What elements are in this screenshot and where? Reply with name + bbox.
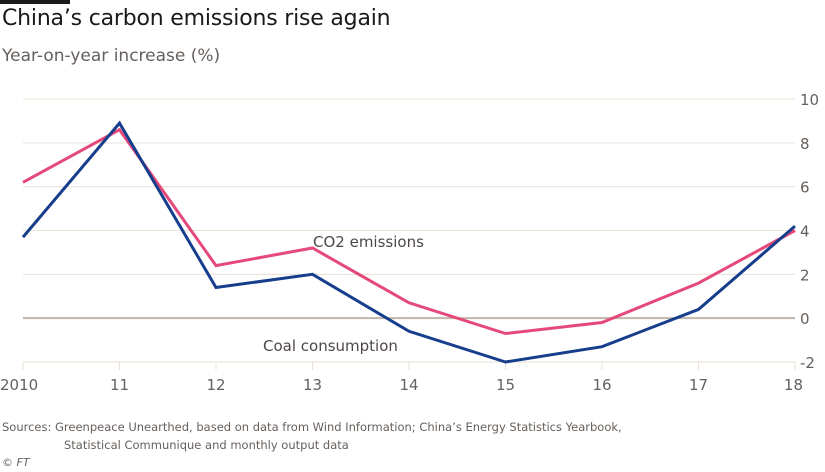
coal-consumption-label: Coal consumption (263, 337, 398, 355)
y-tick-label: 10 (800, 91, 819, 109)
x-tick-label: 16 (592, 376, 611, 394)
sources-line-1: Sources: Greenpeace Unearthed, based on … (2, 420, 622, 434)
sources-note: Sources: Greenpeace Unearthed, based on … (2, 418, 622, 454)
x-tick-label: 2010 (0, 376, 38, 394)
y-tick-label: 0 (800, 310, 810, 328)
series-lines (21, 120, 796, 364)
y-tick-label: 8 (800, 135, 810, 153)
x-tick-label: 17 (689, 376, 708, 394)
gridlines (23, 98, 795, 320)
chart-title: China’s carbon emissions rise again (2, 6, 391, 31)
co2-emissions-label: CO2 emissions (313, 233, 424, 251)
x-tick-label: 15 (496, 376, 515, 394)
x-tick-label: 12 (206, 376, 225, 394)
x-tick-label: 14 (399, 376, 418, 394)
x-axis: 2010 11 12 13 14 15 16 17 18 (0, 361, 803, 394)
header-accent-bar (0, 0, 70, 4)
y-tick-label: -2 (800, 354, 815, 372)
x-tick-label: 18 (784, 376, 803, 394)
line-chart: 2010 11 12 13 14 15 16 17 18 10 8 6 4 2 0 -2 CO2 emiss… (0, 91, 819, 394)
y-axis-labels: 10 8 6 4 2 0 -2 (800, 91, 819, 372)
y-tick-label: 2 (800, 266, 810, 284)
sources-line-2: Statistical Communique and monthly outpu… (64, 438, 349, 452)
chart-subtitle: Year-on-year increase (%) (2, 46, 221, 66)
x-tick-label: 11 (110, 376, 129, 394)
copyright: © FT (2, 456, 30, 469)
y-tick-label: 6 (800, 179, 810, 197)
y-tick-label: 4 (800, 223, 810, 241)
co2-emissions-line (22, 127, 796, 336)
x-tick-label: 13 (303, 376, 322, 394)
